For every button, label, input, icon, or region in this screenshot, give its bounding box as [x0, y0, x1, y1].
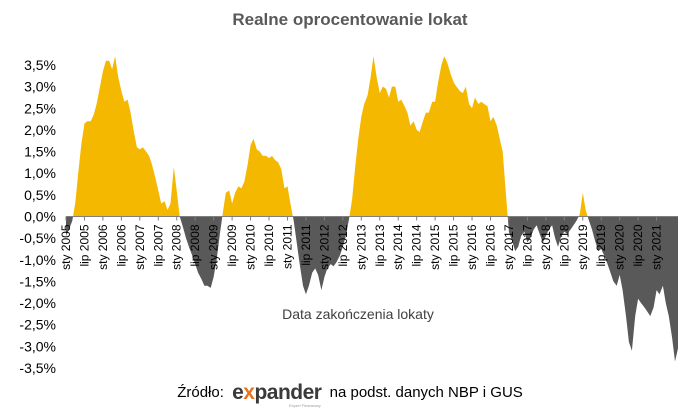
- y-tick-label: -0,5%: [19, 230, 56, 246]
- y-tick-label: -2,0%: [19, 295, 56, 311]
- x-tick-label: sty 2019: [576, 224, 590, 270]
- x-tick-label: sty 2018: [539, 224, 553, 270]
- y-tick-label: -1,5%: [19, 273, 56, 289]
- x-tick-label: sty 2012: [317, 224, 331, 270]
- source-line: Źródło: expander na podst. danych NBP i …: [0, 381, 700, 408]
- area-positive: [66, 56, 678, 217]
- y-tick-label: 0,5%: [24, 187, 56, 203]
- expander-tagline: Expert Finansowy: [289, 403, 321, 408]
- y-tick-label: 3,5%: [24, 57, 56, 73]
- x-tick-label: lip 2015: [447, 224, 461, 266]
- y-tick-label: -3,5%: [19, 360, 56, 376]
- x-tick-label: sty 2013: [354, 224, 368, 270]
- x-tick-label: lip 2014: [410, 224, 424, 266]
- x-tick-label: lip 2011: [299, 224, 313, 265]
- y-tick-label: 0,0%: [24, 209, 56, 225]
- chart-title: Realne oprocentowanie lokat: [232, 10, 468, 29]
- source-prefix: Źródło:: [177, 384, 224, 401]
- x-tick-label: sty 2011: [281, 224, 295, 269]
- x-tick-label: sty 2015: [428, 224, 442, 270]
- x-tick-label: lip 2012: [336, 224, 350, 266]
- x-tick-label: lip 2018: [557, 224, 571, 266]
- x-tick-label: sty 2016: [465, 224, 479, 270]
- x-tick-label: sty 2006: [96, 224, 110, 270]
- x-tick-label: lip 2006: [114, 224, 128, 266]
- x-tick-label: lip 2008: [188, 224, 202, 266]
- x-tick-label: sty 2007: [133, 224, 147, 270]
- y-tick-label: 3,0%: [24, 79, 56, 95]
- y-axis: 3,5% 3,0% 2,5% 2,0% 1,5% 1,0% 0,5% 0,0% -0,5% -1,…: [19, 57, 56, 376]
- x-tick-label: lip 2016: [484, 224, 498, 266]
- x-axis-title: Data zakończenia lokaty: [282, 306, 434, 322]
- area-negative: [66, 216, 678, 362]
- x-tick-label: lip 2019: [594, 224, 608, 266]
- x-tick-label: lip 2005: [78, 224, 92, 266]
- y-tick-label: -1,0%: [19, 252, 56, 268]
- x-tick-label: sty 2020: [613, 224, 627, 270]
- x-tick-label: sty 2005: [59, 224, 73, 270]
- x-tick-label: sty 2008: [170, 224, 184, 270]
- y-tick-label: -3,0%: [19, 338, 56, 354]
- x-tick-label: sty 2009: [207, 224, 221, 270]
- x-tick-label: sty 2021: [650, 224, 664, 270]
- x-tick-label: lip 2010: [262, 224, 276, 266]
- x-tick-label: lip 2013: [373, 224, 387, 266]
- expander-logo: expander: [232, 381, 322, 404]
- y-tick-label: 1,0%: [24, 165, 56, 181]
- x-tick-label: sty 2010: [244, 224, 258, 270]
- x-tick-label: lip 2017: [520, 224, 534, 266]
- x-tick-label: lip 2007: [151, 224, 165, 266]
- x-tick-label: sty 2014: [391, 224, 405, 270]
- source-suffix: na podst. danych NBP i GUS: [329, 384, 523, 401]
- x-tick-label: sty 2017: [502, 224, 516, 270]
- y-tick-label: -2,5%: [19, 317, 56, 333]
- x-tick-label: lip 2020: [631, 224, 645, 266]
- x-axis: sty 2005 lip 2005 sty 2006 lip 2006 sty 2007…: [59, 216, 678, 270]
- y-tick-label: 1,5%: [24, 144, 56, 160]
- x-tick-label: lip 2009: [225, 224, 239, 266]
- y-tick-label: 2,5%: [24, 100, 56, 116]
- y-tick-label: 2,0%: [24, 122, 56, 138]
- plot-area: [66, 56, 678, 362]
